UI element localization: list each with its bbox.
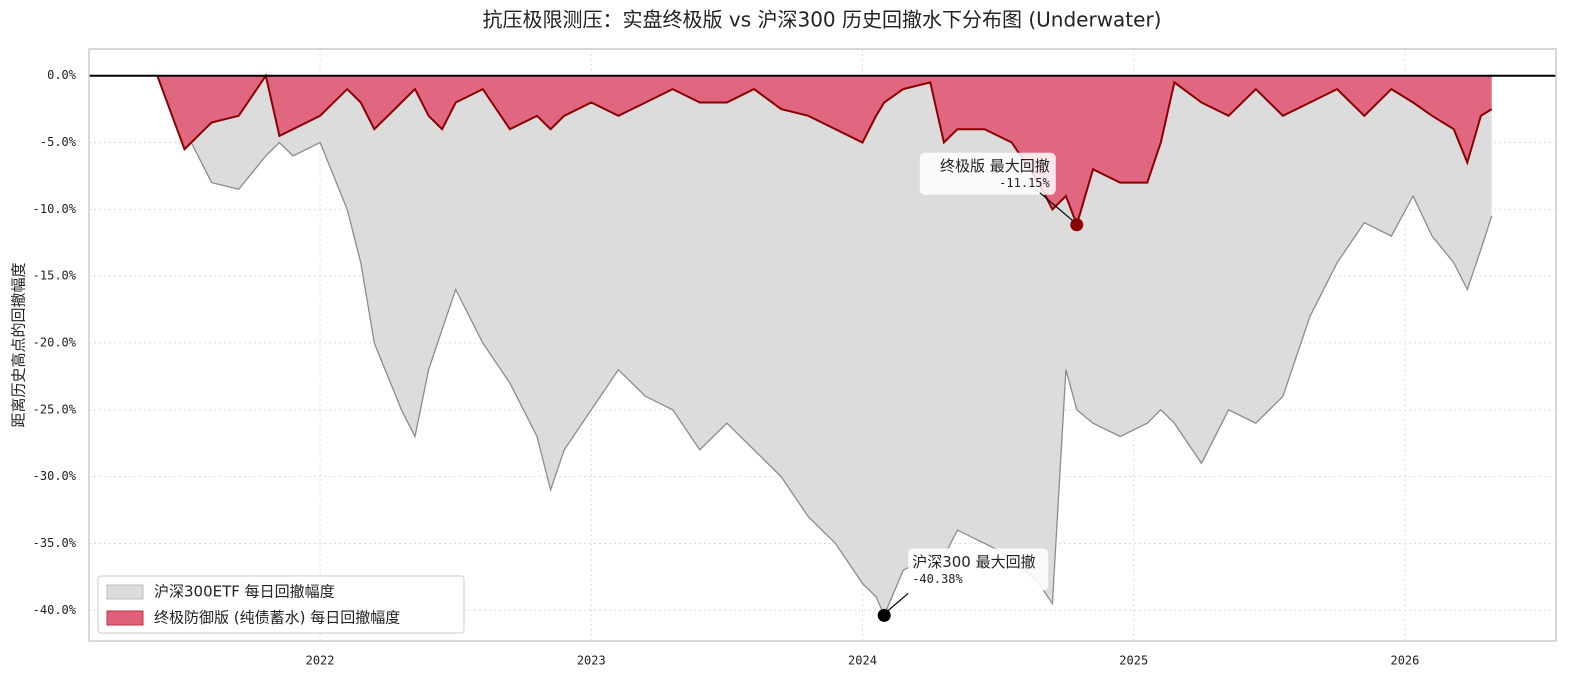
legend-swatch <box>106 584 144 600</box>
x-tick-label: 2026 <box>1390 654 1419 668</box>
annotation-value: -40.38% <box>912 572 963 586</box>
annotation-arrow <box>886 592 909 612</box>
legend-frame <box>97 575 465 634</box>
y-tick-label: -40.0% <box>33 603 77 617</box>
legend-label: 沪深300ETF 每日回撤幅度 <box>154 583 335 601</box>
annotation-box <box>919 152 1056 195</box>
x-tick-label: 2024 <box>848 654 877 668</box>
y-tick-label: -35.0% <box>33 536 77 550</box>
annotation-marker <box>877 608 891 622</box>
chart-title: 抗压极限测压：实盘终极版 vs 沪深300 历史回撤水下分布图 (Underwa… <box>483 8 1162 32</box>
y-tick-label: 0.0% <box>47 68 77 82</box>
annotation-value: -11.15% <box>999 176 1050 190</box>
y-axis-label: 距离历史高点的回撤幅度 <box>10 262 28 427</box>
legend-swatch <box>106 610 144 626</box>
legend-label: 终极防御版 (纯债蓄水) 每日回撤幅度 <box>154 609 400 627</box>
y-tick-label: -25.0% <box>33 402 77 416</box>
y-tick-label: -5.0% <box>40 135 77 149</box>
y-tick-label: -10.0% <box>33 202 77 216</box>
area <box>157 75 1492 225</box>
line <box>156 75 1493 617</box>
area <box>157 75 1492 616</box>
x-tick-label: 2023 <box>577 654 606 668</box>
plot-frame <box>88 48 1557 642</box>
x-tick-label: 2025 <box>1119 654 1148 668</box>
annotation-marker <box>1070 218 1084 232</box>
y-tick-label: -15.0% <box>33 269 77 283</box>
line <box>156 73 1493 228</box>
annotation-arrow <box>1039 192 1074 222</box>
y-tick-label: -20.0% <box>33 335 77 349</box>
x-tick-label: 2022 <box>306 654 335 668</box>
annotation-text: 终极版 最大回撤 <box>940 157 1050 175</box>
annotation-text: 沪深300 最大回撤 <box>912 553 1035 571</box>
annotation-box <box>908 548 1049 591</box>
y-tick-label: -30.0% <box>33 469 77 483</box>
